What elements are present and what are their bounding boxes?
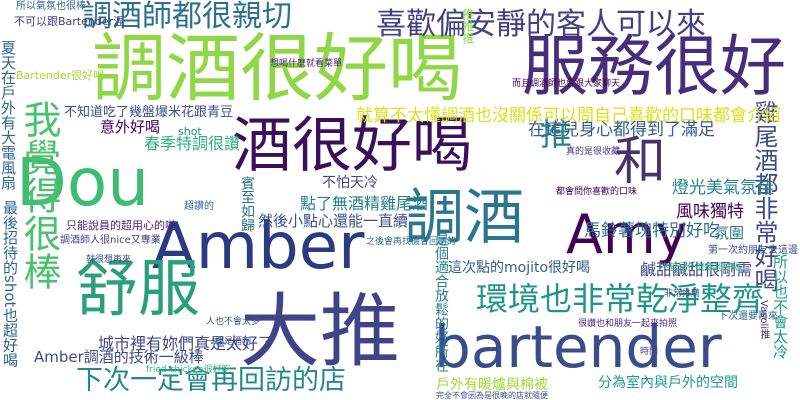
word-cloud-word: 舒服 [76, 252, 201, 325]
word-cloud-word: 戶外有暖爐與棉被 [436, 377, 548, 393]
word-cloud-word: 調酒師人很nice又專業 [60, 235, 161, 246]
word-cloud-word: 真的是很收藏 [566, 147, 621, 157]
word-cloud-word: 我覺得很棒 [17, 100, 61, 290]
word-cloud-word: 超讚的 [184, 201, 214, 212]
word-cloud-word: 這次點的mojito很好喝 [448, 260, 591, 276]
word-cloud-word: 鹹甜鹹甜很剛需 [640, 260, 753, 279]
word-cloud-word: 然後小點心還能一直續 [258, 212, 409, 230]
word-cloud-word: 在這兒身心都得到了滿足 [528, 120, 715, 140]
word-cloud-word: 點了無酒精雞尾酒 [300, 194, 429, 213]
word-cloud-word: 春季特調很讚 [144, 134, 241, 153]
word-cloud-word: 大推 [240, 285, 400, 378]
word-cloud-word: 只能說員的超用心的啦 [66, 219, 176, 232]
word-cloud-word: 所以也不會太冷 [771, 254, 789, 359]
word-cloud-word: 之後會再找機會回訪的 [366, 237, 457, 247]
word-cloud-word: Dou [16, 144, 150, 221]
word-cloud-word: 調酒 [404, 183, 524, 253]
word-cloud-word: 推推推 [461, 8, 475, 44]
word-cloud-word: fried chicken很好吃 [146, 365, 231, 375]
word-cloud-word: 喜歡偏安靜的客人可以來 [376, 7, 706, 42]
word-cloud-word: 不管是什麼都超好喝 [660, 263, 742, 273]
word-cloud-word: 推 [540, 115, 573, 153]
word-cloud-word: 非常推薦 [664, 289, 701, 299]
word-cloud-word: Vasoli推 [758, 300, 769, 340]
word-cloud-word: 不怕天冷 [322, 175, 378, 191]
word-cloud-word: Amber調酒的技術一級棒 [34, 348, 204, 366]
word-cloud-word: 夏天在戶外有大電風扇 [0, 40, 17, 190]
word-cloud-word: 風味獨特 [676, 202, 744, 222]
word-cloud-word: 酒很好喝 [232, 111, 472, 181]
word-cloud-word: 很讚也和朋友一起來拍照 [578, 319, 678, 329]
word-cloud-word: 馬鈴薯塊特別好吃 [584, 221, 720, 241]
word-cloud-word: 和 [614, 132, 667, 192]
word-cloud-word: 雞尾酒都非常好喝 [750, 100, 778, 292]
word-cloud-word: 人也不會太多 [206, 317, 261, 327]
word-cloud-word: 下次還要再來 [718, 311, 778, 322]
word-cloud-word: 調酒師都很親切 [82, 0, 292, 34]
word-cloud-word: 都會問你喜歡的口味 [556, 187, 638, 197]
word-cloud-word: 環境也非常乾淨整齊 [476, 280, 765, 318]
word-cloud-word: 分為室內與戶外的空間 [598, 375, 738, 391]
word-cloud-word: 服務很好 [522, 28, 786, 105]
word-cloud-word: 是個適合放鬆的好所在 [433, 232, 449, 372]
word-cloud-word: 完全不會因為是很晚的店就隨便 [436, 391, 548, 400]
word-cloud-word: 下次一定會再回訪的店 [76, 365, 346, 396]
word-cloud-word: shot [178, 125, 202, 138]
word-cloud-word: 燈光美氣氛佳 [672, 178, 774, 198]
word-cloud-word: 所以氣氛也很棒 [16, 1, 86, 12]
word-cloud-word: 城市裡有妳們真是太好了 [98, 334, 275, 353]
word-cloud-word: bartender [434, 313, 722, 381]
word-cloud-word: 不知道吃了幾盤爆米花跟青豆 [64, 105, 234, 120]
word-cloud-word: 賓至如歸 [239, 176, 255, 232]
word-cloud-word: 就算不太懂調酒也沒關係可以問自己喜歡的口味都會介紹 [356, 106, 781, 126]
word-cloud-word: 不可以跟Bartender混 [14, 15, 125, 28]
word-cloud-word: 第一次約朋友去這邊 [708, 245, 798, 256]
word-cloud-word: 調酒很好喝 [92, 26, 462, 112]
word-cloud-word: 最後招待的shot也超好喝 [1, 200, 19, 368]
word-cloud-word: 而且調酒師也會跟大家聊天 [512, 79, 621, 89]
word-cloud-word: 氛圍 [714, 224, 745, 242]
word-cloud-word: Amber [152, 210, 365, 284]
word-cloud-word: 時間 [640, 347, 659, 357]
word-cloud-word: 就很想再來 [86, 255, 132, 265]
word-cloud-word: 想喝什麼就看菜單 [270, 59, 343, 69]
word-cloud-word: 意外好喝 [100, 118, 161, 136]
word-cloud-word: Bartender很好喝 [16, 69, 105, 82]
word-cloud-word: 一樓是酒吧 [206, 337, 252, 347]
word-cloud-word: Amy [566, 203, 688, 266]
